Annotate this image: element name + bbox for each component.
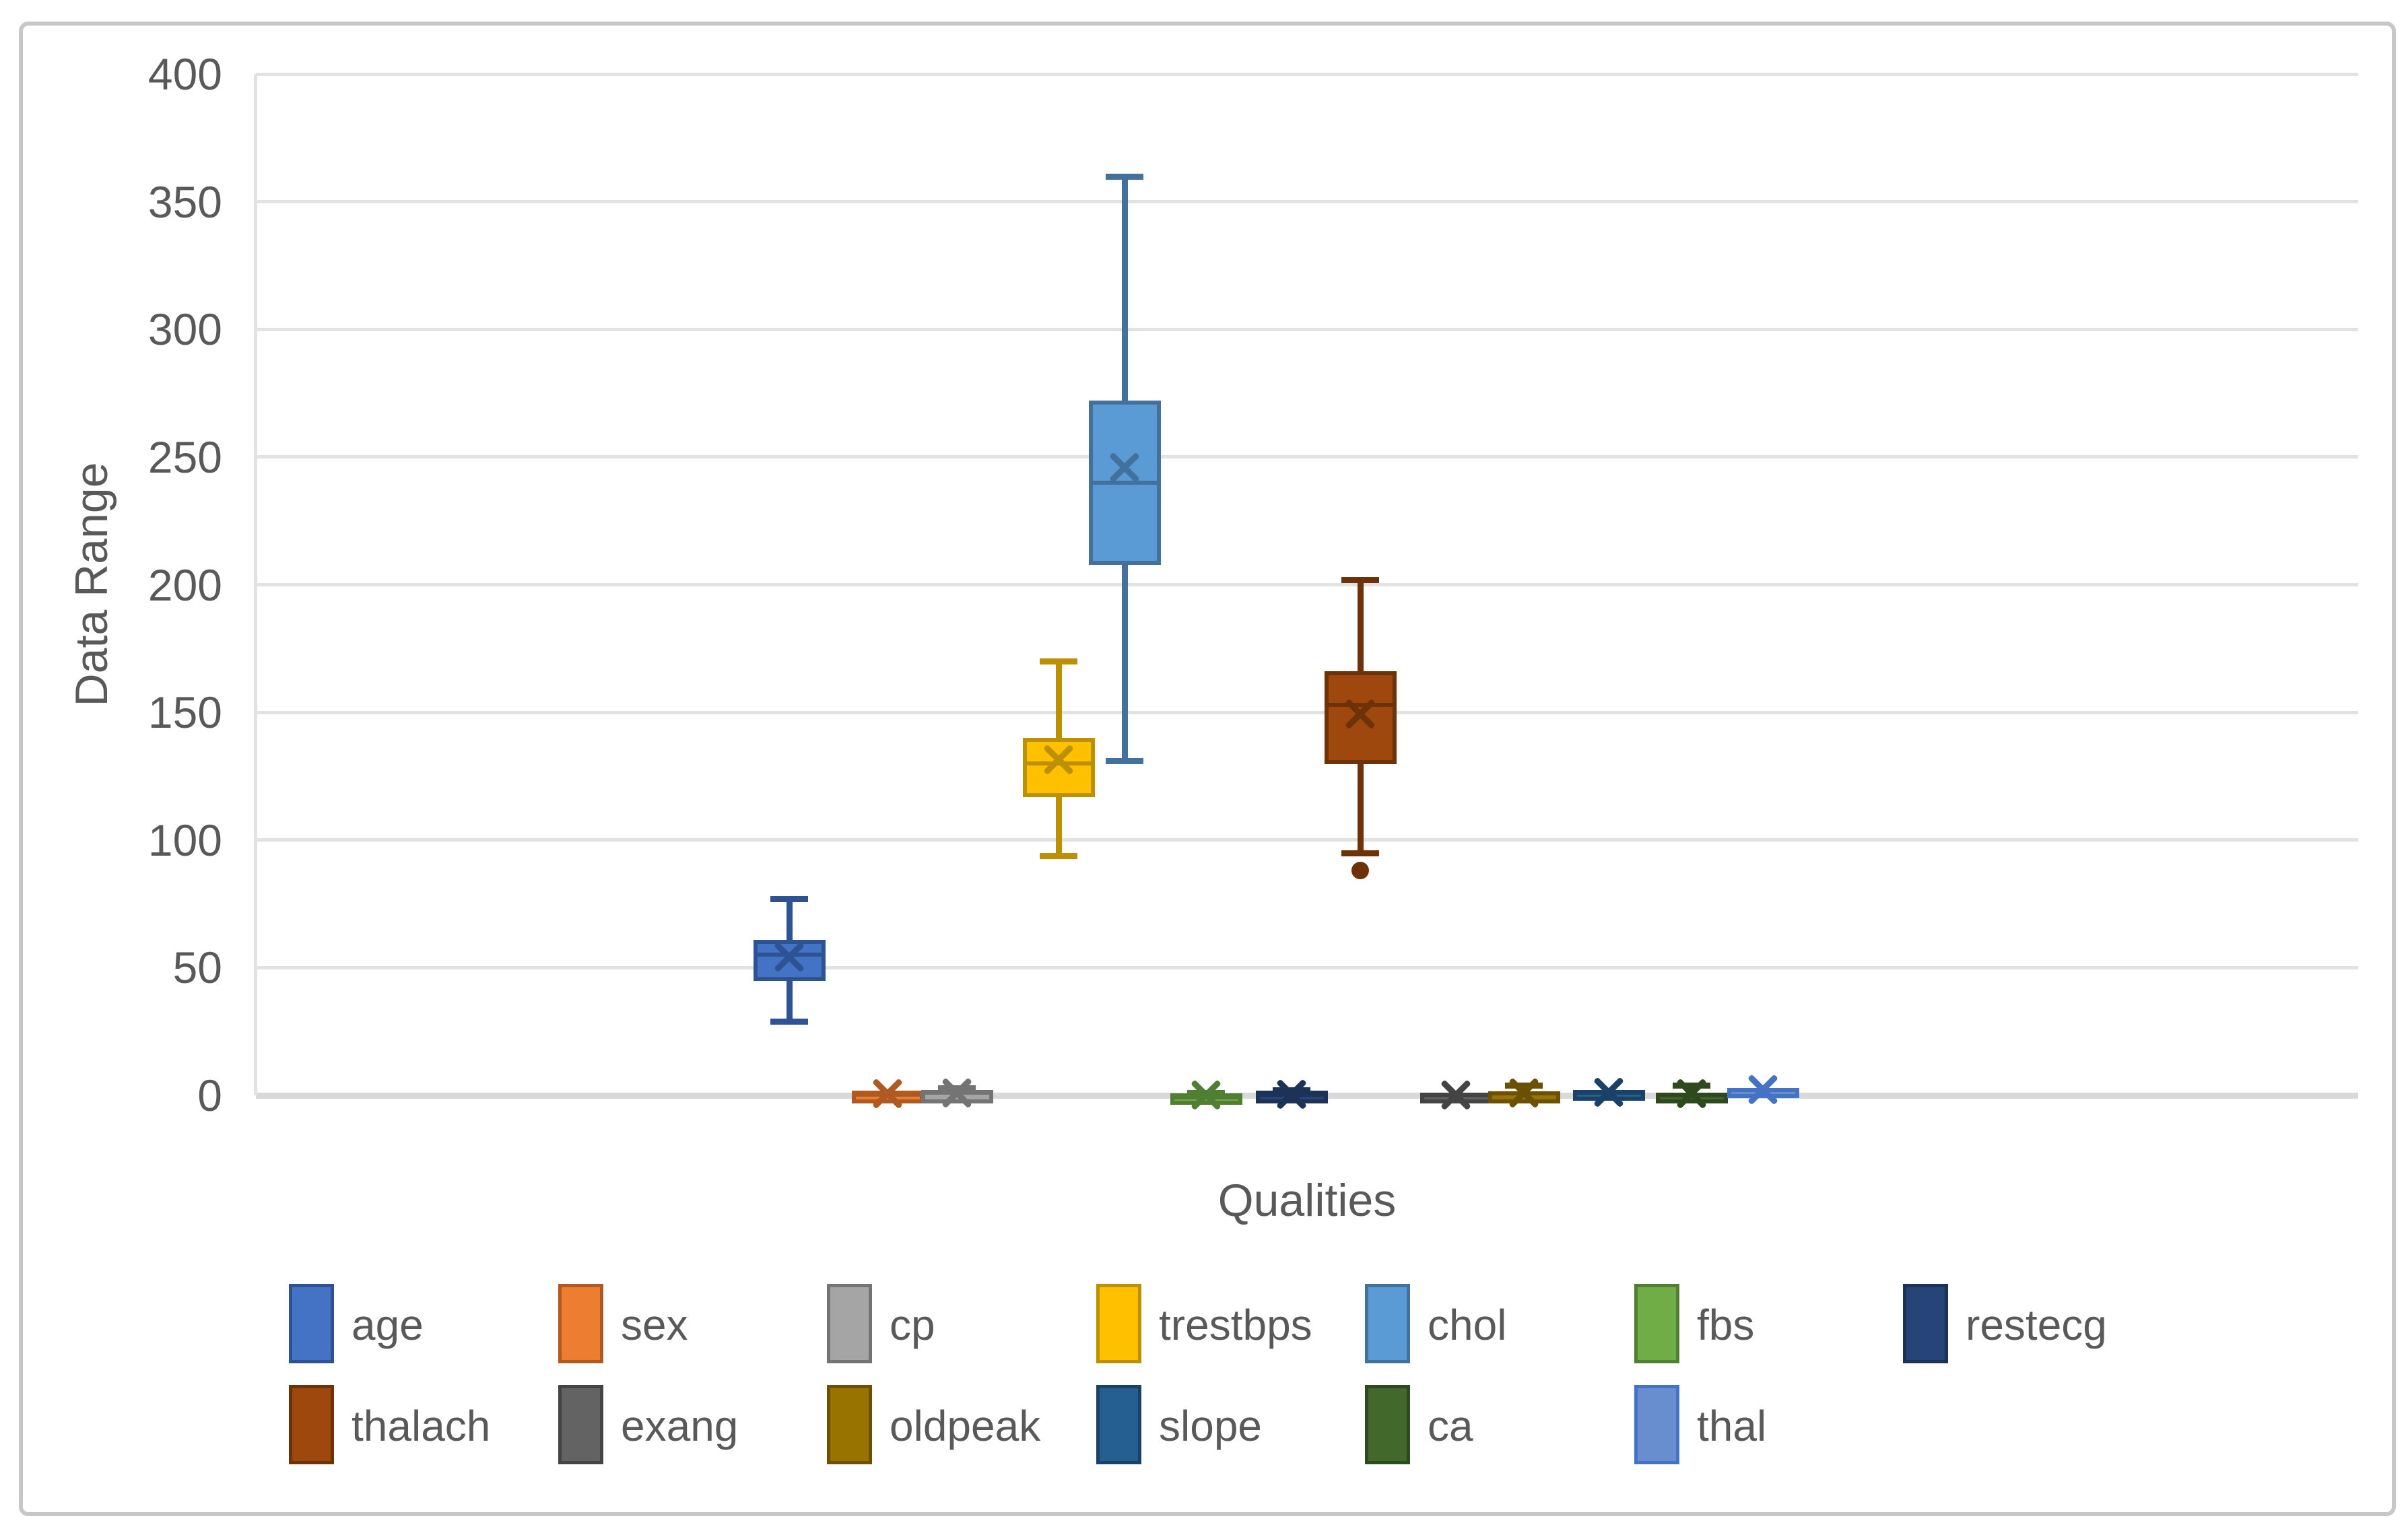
- legend-label-exang: exang: [621, 1402, 739, 1450]
- box-series-oldpeak-upper-cap: [1505, 1082, 1543, 1089]
- y-tick-label-400: 400: [147, 49, 222, 99]
- y-tick-label-100: 100: [147, 815, 222, 865]
- gridline-150: [256, 711, 2358, 714]
- legend-swatch-restecg: [1903, 1284, 1948, 1363]
- y-tick-label-200: 200: [147, 560, 222, 610]
- legend-label-ca: ca: [1428, 1402, 1473, 1450]
- legend-label-thal: thal: [1697, 1402, 1767, 1450]
- legend-label-age: age: [352, 1301, 424, 1349]
- y-tick-label-250: 250: [147, 432, 222, 482]
- legend-label-oldpeak: oldpeak: [890, 1402, 1041, 1450]
- legend-swatch-sex: [558, 1284, 603, 1363]
- box-series-trestbps-box: [1022, 738, 1095, 797]
- legend-label-sex: sex: [621, 1301, 688, 1349]
- box-series-thalach-median: [1324, 702, 1397, 707]
- box-series-thalach-lower-whisker: [1357, 755, 1364, 853]
- box-series-trestbps-upper-cap: [1040, 658, 1077, 665]
- legend-label-chol: chol: [1428, 1301, 1507, 1349]
- gridline-250: [256, 455, 2358, 458]
- box-series-trestbps-lower-cap: [1040, 852, 1077, 859]
- box-series-thalach-outlier-0: [1351, 862, 1369, 880]
- gridline-350: [256, 200, 2358, 203]
- box-series-trestbps-lower-whisker: [1055, 788, 1062, 856]
- y-axis-title: Data Range: [66, 462, 117, 707]
- y-tick-label-150: 150: [147, 687, 222, 737]
- box-series-chol-upper-whisker: [1121, 176, 1128, 401]
- box-series-age-upper-cap: [770, 895, 808, 902]
- gridline-50: [256, 966, 2358, 969]
- box-series-trestbps-upper-whisker: [1055, 661, 1062, 739]
- chart-outer-border: [19, 22, 2396, 1516]
- gridline-300: [256, 328, 2358, 331]
- gridline-400: [256, 73, 2358, 76]
- box-series-thalach-upper-whisker: [1357, 579, 1364, 672]
- box-series-thalach-lower-cap: [1341, 850, 1379, 856]
- box-series-chol-upper-cap: [1106, 173, 1143, 180]
- box-series-age-lower-whisker: [786, 972, 793, 1021]
- gridline-100: [256, 838, 2358, 842]
- legend-swatch-chol: [1365, 1284, 1410, 1363]
- legend-swatch-ca: [1365, 1385, 1410, 1464]
- gridline-200: [256, 583, 2358, 586]
- legend-swatch-age: [289, 1284, 334, 1363]
- box-series-thalach-upper-cap: [1341, 576, 1379, 583]
- legend-swatch-trestbps: [1096, 1284, 1141, 1363]
- legend-swatch-slope: [1096, 1385, 1141, 1464]
- box-series-thalach-box: [1324, 671, 1397, 764]
- legend-label-trestbps: trestbps: [1159, 1301, 1312, 1349]
- box-series-chol-lower-cap: [1106, 758, 1143, 765]
- legend-label-restecg: restecg: [1966, 1301, 2107, 1349]
- y-tick-label-50: 50: [172, 943, 222, 992]
- legend-swatch-exang: [558, 1385, 603, 1464]
- y-axis-line: [254, 74, 257, 1095]
- y-tick-label-0: 0: [197, 1070, 222, 1120]
- box-series-ca-upper-cap: [1673, 1082, 1710, 1089]
- y-tick-label-350: 350: [147, 177, 222, 227]
- box-series-chol-lower-whisker: [1121, 556, 1128, 761]
- box-series-chol-median: [1088, 480, 1161, 485]
- x-axis-title: Qualities: [1217, 1175, 1397, 1226]
- box-series-age-upper-whisker: [786, 898, 793, 940]
- legend-swatch-fbs: [1634, 1284, 1679, 1363]
- y-tick-label-300: 300: [147, 304, 222, 354]
- box-series-age-lower-cap: [770, 1019, 808, 1025]
- legend-swatch-cp: [827, 1284, 872, 1363]
- legend-label-cp: cp: [890, 1301, 935, 1349]
- legend-swatch-oldpeak: [827, 1385, 872, 1464]
- legend-swatch-thalach: [289, 1385, 334, 1464]
- legend-label-thalach: thalach: [352, 1402, 491, 1450]
- legend-swatch-thal: [1634, 1385, 1679, 1464]
- legend-label-slope: slope: [1159, 1402, 1262, 1450]
- legend-label-fbs: fbs: [1697, 1301, 1755, 1349]
